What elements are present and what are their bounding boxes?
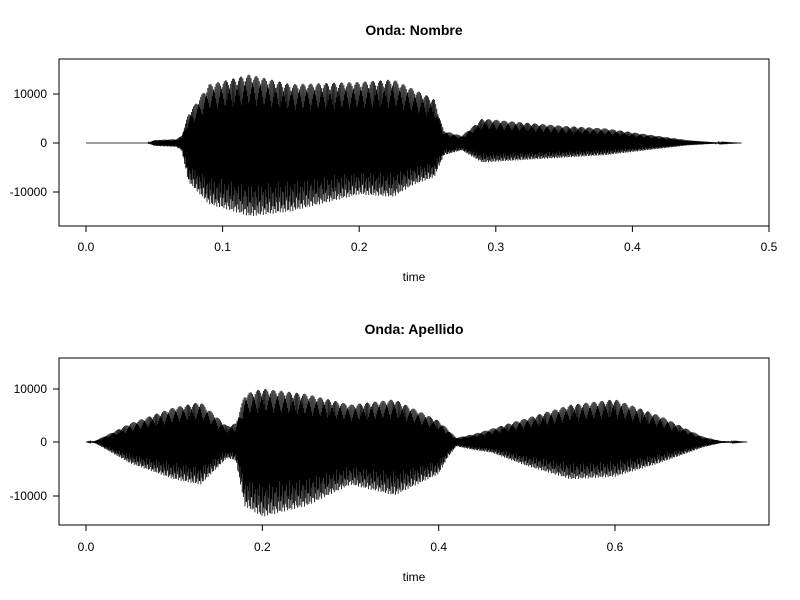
y-axis: -10000 0 10000 <box>10 87 59 199</box>
x-tick-label: 0.6 <box>607 540 624 554</box>
x-axis: 0.0 0.2 0.4 0.6 <box>78 525 624 554</box>
chart-title: Onda: Apellido <box>364 321 463 337</box>
y-tick-label: 10000 <box>14 382 48 396</box>
waveform-series <box>86 74 742 216</box>
waveform-series <box>85 388 748 517</box>
x-tick-label: 0.2 <box>351 240 368 254</box>
x-tick-label: 0.0 <box>78 240 95 254</box>
x-tick-label: 0.0 <box>78 540 95 554</box>
y-tick-label: 0 <box>40 136 47 150</box>
x-tick-label: 0.5 <box>761 240 778 254</box>
x-tick-label: 0.4 <box>430 540 447 554</box>
y-tick-label: 10000 <box>14 87 48 101</box>
x-axis-label: time <box>403 570 426 584</box>
x-axis-label: time <box>403 270 426 284</box>
x-axis: 0.0 0.1 0.2 0.3 0.4 0.5 <box>78 226 778 254</box>
y-tick-label: 0 <box>40 435 47 449</box>
chart-panel-apellido: Onda: Apellido 0.0 0.2 0.4 0.6 -10000 0 10000… <box>10 321 770 584</box>
x-tick-label: 0.2 <box>254 540 271 554</box>
y-tick-label: -10000 <box>10 185 48 199</box>
chart-panel-nombre: Onda: Nombre 0.0 0.1 0.2 0.3 0.4 0.5 -10000 0 1… <box>10 22 778 284</box>
y-tick-label: -10000 <box>10 489 48 503</box>
x-tick-label: 0.3 <box>487 240 504 254</box>
x-tick-label: 0.1 <box>214 240 231 254</box>
x-tick-label: 0.4 <box>624 240 641 254</box>
y-axis: -10000 0 10000 <box>10 382 59 503</box>
chart-title: Onda: Nombre <box>365 22 462 38</box>
